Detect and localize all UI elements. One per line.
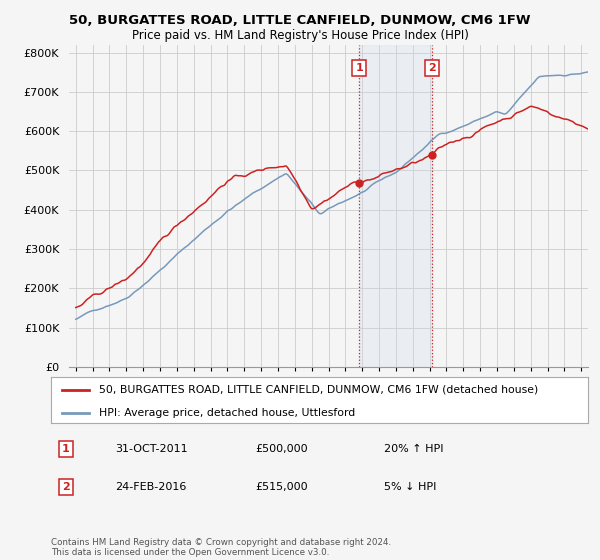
Text: 2: 2 [62,482,70,492]
Text: £500,000: £500,000 [255,444,308,454]
Bar [359,45,431,367]
Text: £515,000: £515,000 [255,482,308,492]
Text: 20% ↑ HPI: 20% ↑ HPI [384,444,443,454]
Text: 24-FEB-2016: 24-FEB-2016 [115,482,187,492]
Text: 2: 2 [428,63,436,73]
Text: HPI: Average price, detached house, Uttlesford: HPI: Average price, detached house, Uttl… [100,408,356,418]
Text: 1: 1 [62,444,70,454]
Text: Contains HM Land Registry data © Crown copyright and database right 2024.
This d: Contains HM Land Registry data © Crown c… [51,538,391,557]
Text: 1: 1 [355,63,363,73]
Text: 50, BURGATTES ROAD, LITTLE CANFIELD, DUNMOW, CM6 1FW: 50, BURGATTES ROAD, LITTLE CANFIELD, DUN… [69,14,531,27]
Text: 5% ↓ HPI: 5% ↓ HPI [384,482,436,492]
Text: 31-OCT-2011: 31-OCT-2011 [115,444,188,454]
Text: 50, BURGATTES ROAD, LITTLE CANFIELD, DUNMOW, CM6 1FW (detached house): 50, BURGATTES ROAD, LITTLE CANFIELD, DUN… [100,385,539,395]
Text: Price paid vs. HM Land Registry's House Price Index (HPI): Price paid vs. HM Land Registry's House … [131,29,469,42]
